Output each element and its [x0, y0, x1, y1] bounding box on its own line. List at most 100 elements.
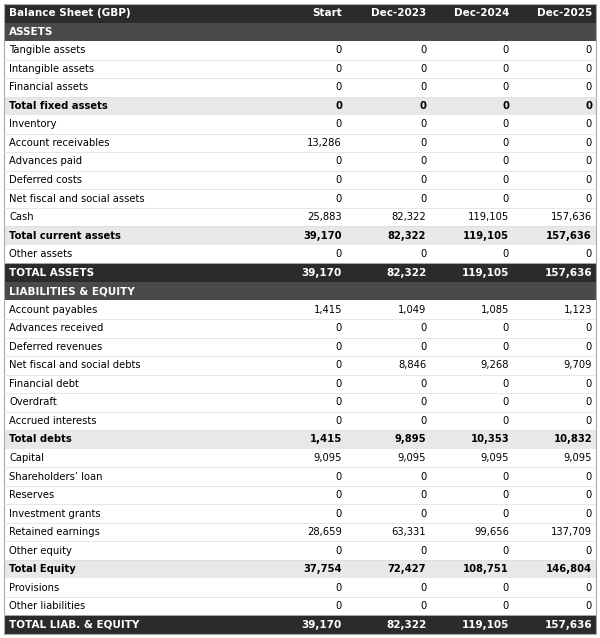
- Text: 0: 0: [586, 416, 592, 426]
- Text: 0: 0: [420, 323, 426, 333]
- Text: 1,415: 1,415: [313, 305, 342, 315]
- Text: 0: 0: [503, 119, 509, 130]
- Bar: [4, 282, 596, 300]
- Text: 0: 0: [586, 45, 592, 56]
- Bar: [4, 523, 596, 542]
- Text: 0: 0: [335, 342, 342, 352]
- Bar: [4, 96, 596, 115]
- Text: 0: 0: [420, 156, 426, 167]
- Text: Tangible assets: Tangible assets: [9, 45, 85, 56]
- Text: 0: 0: [420, 601, 426, 611]
- Text: Intangible assets: Intangible assets: [9, 64, 94, 74]
- Text: Other liabilities: Other liabilities: [9, 601, 85, 611]
- Text: Account payables: Account payables: [9, 305, 97, 315]
- Text: 9,895: 9,895: [395, 434, 426, 445]
- Text: 0: 0: [503, 193, 509, 204]
- Text: Other assets: Other assets: [9, 249, 72, 259]
- Text: 39,170: 39,170: [302, 619, 342, 630]
- Text: 0: 0: [420, 45, 426, 56]
- Text: Total debts: Total debts: [9, 434, 72, 445]
- Bar: [4, 597, 596, 616]
- Text: 82,322: 82,322: [386, 619, 426, 630]
- Bar: [4, 412, 596, 430]
- Text: 0: 0: [420, 397, 426, 408]
- Text: Accrued interests: Accrued interests: [9, 416, 97, 426]
- Text: 9,095: 9,095: [398, 453, 426, 463]
- Text: 0: 0: [586, 193, 592, 204]
- Text: Account receivables: Account receivables: [9, 138, 110, 148]
- Text: 9,095: 9,095: [313, 453, 342, 463]
- Bar: [4, 4, 596, 22]
- Text: 0: 0: [503, 342, 509, 352]
- Text: 0: 0: [335, 323, 342, 333]
- Text: Dec-2023: Dec-2023: [371, 8, 426, 19]
- Text: 0: 0: [586, 249, 592, 259]
- Bar: [4, 486, 596, 504]
- Text: 0: 0: [586, 601, 592, 611]
- Text: Net fiscal and social debts: Net fiscal and social debts: [9, 360, 140, 370]
- Text: TOTAL LIAB. & EQUITY: TOTAL LIAB. & EQUITY: [9, 619, 139, 630]
- Text: Retained earnings: Retained earnings: [9, 527, 100, 537]
- Text: Cash: Cash: [9, 212, 34, 222]
- Text: 0: 0: [503, 64, 509, 74]
- Text: Financial assets: Financial assets: [9, 82, 88, 93]
- Text: 0: 0: [420, 471, 426, 482]
- Text: 0: 0: [503, 249, 509, 259]
- Text: 137,709: 137,709: [551, 527, 592, 537]
- Text: 0: 0: [420, 82, 426, 93]
- Bar: [4, 226, 596, 245]
- Text: 0: 0: [420, 138, 426, 148]
- Text: 0: 0: [420, 508, 426, 519]
- Bar: [4, 560, 596, 579]
- Text: 0: 0: [420, 249, 426, 259]
- Text: 0: 0: [420, 342, 426, 352]
- Text: 0: 0: [420, 64, 426, 74]
- Text: 0: 0: [586, 508, 592, 519]
- Bar: [4, 449, 596, 467]
- Text: 82,322: 82,322: [386, 268, 426, 278]
- Text: 0: 0: [335, 64, 342, 74]
- Text: 146,804: 146,804: [546, 564, 592, 574]
- Text: Dec-2024: Dec-2024: [454, 8, 509, 19]
- Text: 28,659: 28,659: [307, 527, 342, 537]
- Bar: [4, 616, 596, 634]
- Text: 0: 0: [335, 490, 342, 500]
- Bar: [4, 134, 596, 152]
- Text: 0: 0: [420, 490, 426, 500]
- Text: 0: 0: [503, 397, 509, 408]
- Text: 0: 0: [586, 82, 592, 93]
- Text: 1,049: 1,049: [398, 305, 426, 315]
- Text: 72,427: 72,427: [388, 564, 426, 574]
- Bar: [4, 152, 596, 171]
- Text: 157,636: 157,636: [551, 212, 592, 222]
- Bar: [4, 245, 596, 263]
- Text: 0: 0: [503, 45, 509, 56]
- Bar: [4, 504, 596, 523]
- Text: 0: 0: [335, 82, 342, 93]
- Text: 0: 0: [586, 156, 592, 167]
- Text: 0: 0: [335, 119, 342, 130]
- Text: 0: 0: [586, 471, 592, 482]
- Bar: [4, 263, 596, 282]
- Text: Total current assets: Total current assets: [9, 230, 121, 241]
- Text: 99,656: 99,656: [474, 527, 509, 537]
- Text: 0: 0: [335, 397, 342, 408]
- Text: 0: 0: [586, 119, 592, 130]
- Text: 0: 0: [586, 545, 592, 556]
- Text: 0: 0: [335, 508, 342, 519]
- Bar: [4, 300, 596, 319]
- Bar: [4, 356, 596, 375]
- Text: 0: 0: [335, 379, 342, 389]
- Text: 0: 0: [420, 119, 426, 130]
- Text: 0: 0: [586, 582, 592, 593]
- Bar: [4, 208, 596, 226]
- Text: 9,095: 9,095: [481, 453, 509, 463]
- Text: 0: 0: [586, 175, 592, 185]
- Text: Provisions: Provisions: [9, 582, 59, 593]
- Text: 0: 0: [586, 323, 592, 333]
- Text: 0: 0: [503, 82, 509, 93]
- Text: 0: 0: [586, 490, 592, 500]
- Text: 0: 0: [420, 379, 426, 389]
- Bar: [4, 41, 596, 59]
- Text: 119,105: 119,105: [462, 268, 509, 278]
